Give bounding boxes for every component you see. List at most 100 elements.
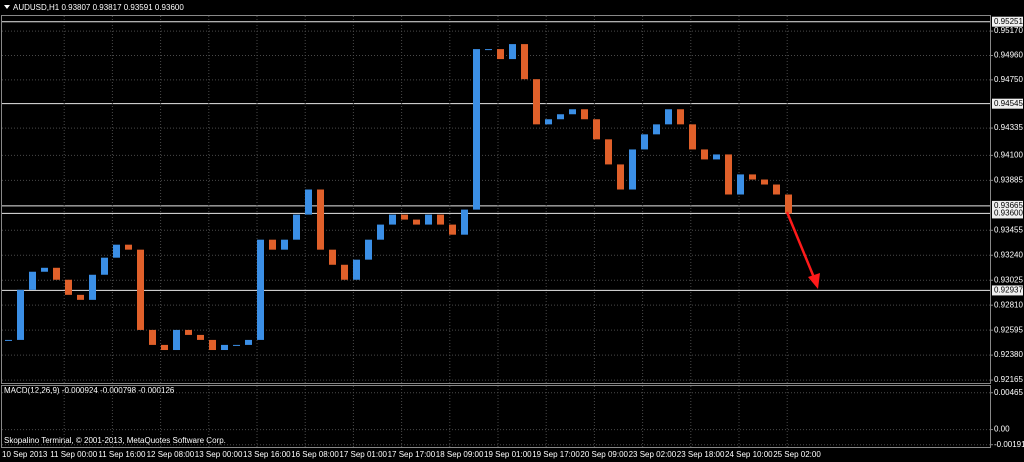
x-tick-label: 23 Sep 18:00 [677,450,725,459]
candle [41,267,48,272]
x-tick-label: 23 Sep 02:00 [629,450,677,459]
level-label: 0.94545 [994,99,1023,108]
candle [761,179,768,185]
candle [257,239,264,340]
candle [641,134,648,150]
menu-icon[interactable] [4,5,10,9]
candle [137,249,144,330]
candle [437,214,444,225]
x-tick-label: 18 Sep 09:00 [436,450,484,459]
x-tick-label: 19 Sep 01:00 [484,450,532,459]
candle [593,119,600,140]
y-tick-label: 0.95170 [994,26,1023,35]
y-tick-label: 0.00465 [994,388,1023,397]
x-tick-label: 11 Sep 00:00 [50,450,98,459]
candle [425,214,432,225]
candle [749,174,756,180]
y-tick-label: 0.93455 [994,225,1023,234]
candle [509,44,516,60]
watermark: Skopalino Terminal, © 2001-2013, MetaQuo… [4,436,226,445]
candle [29,271,36,290]
macd-title: MACD(12,26,9) -0.000924 -0.000798 -0.000… [4,386,175,395]
x-tick-label: 25 Sep 02:00 [773,450,821,459]
candle [413,219,420,225]
candle [113,244,120,258]
main-panel-frame [1,15,991,384]
candle [149,329,156,345]
candle [209,339,216,351]
chart-title: AUDUSD,H1 0.93807 0.93817 0.93591 0.9360… [13,3,184,12]
candle [581,109,588,120]
candle [485,49,492,51]
level-label: 0.93665 [994,201,1023,210]
y-tick-label: 0.94335 [994,123,1023,132]
candle [269,239,276,250]
y-tick-label: 0.94100 [994,150,1023,159]
candle [341,264,348,280]
candle [389,214,396,225]
candle [377,224,384,240]
candle [497,49,504,60]
candle [17,289,24,340]
candle [185,329,192,335]
candle [737,174,744,195]
candle [5,339,12,341]
y-tick-label: 0.93025 [994,275,1023,284]
candle [281,239,288,250]
candle [701,149,708,160]
candle [629,149,636,190]
x-tick-label: 19 Sep 17:00 [532,450,580,459]
candle [521,44,528,80]
level-label: 0.92937 [994,286,1023,295]
candle [77,294,84,300]
candle [329,249,336,265]
forecast-arrow-head [808,273,820,289]
candle [605,139,612,165]
candle [221,344,228,351]
y-tick-label: 0.92165 [994,375,1023,384]
candle [305,189,312,215]
candle [449,224,456,235]
y-tick-label: 0.94750 [994,75,1023,84]
candle [53,267,60,280]
candle [785,194,792,214]
candle [125,244,132,250]
x-tick-label: 10 Sep 2013 [2,450,48,459]
level-label-box [992,16,1023,27]
candle [161,344,168,351]
y-tick-label: 0.94960 [994,51,1023,60]
forecast-arrow [785,211,817,281]
candle [653,124,660,135]
x-tick-label: 17 Sep 17:00 [388,450,436,459]
x-tick-label: 16 Sep 08:00 [291,450,339,459]
candle [689,124,696,150]
candle [533,79,540,125]
x-tick-label: 11 Sep 16:00 [98,450,146,459]
x-tick-label: 12 Sep 08:00 [147,450,195,459]
macd-panel-frame [1,385,991,448]
level-label: 0.93600 [994,209,1023,218]
level-label: 0.95251 [994,17,1023,26]
candle [725,154,732,195]
candle [569,109,576,115]
y-tick-label: -0.00191 [994,440,1024,449]
level-label-box [992,200,1023,211]
candle [677,109,684,125]
candle [557,114,564,120]
candle [89,274,96,300]
level-label-box [992,98,1023,109]
candle [233,344,240,346]
candle [713,154,720,160]
y-tick-label: 0.92595 [994,325,1023,334]
candle [401,214,408,220]
candle [773,184,780,195]
candle [545,119,552,125]
y-tick-label: 0.92380 [994,350,1023,359]
y-tick-label: 0.93240 [994,250,1023,259]
x-tick-label: 20 Sep 09:00 [580,450,628,459]
x-tick-label: 17 Sep 01:00 [339,450,387,459]
candle [665,109,672,125]
y-tick-label: 0.92810 [994,300,1023,309]
